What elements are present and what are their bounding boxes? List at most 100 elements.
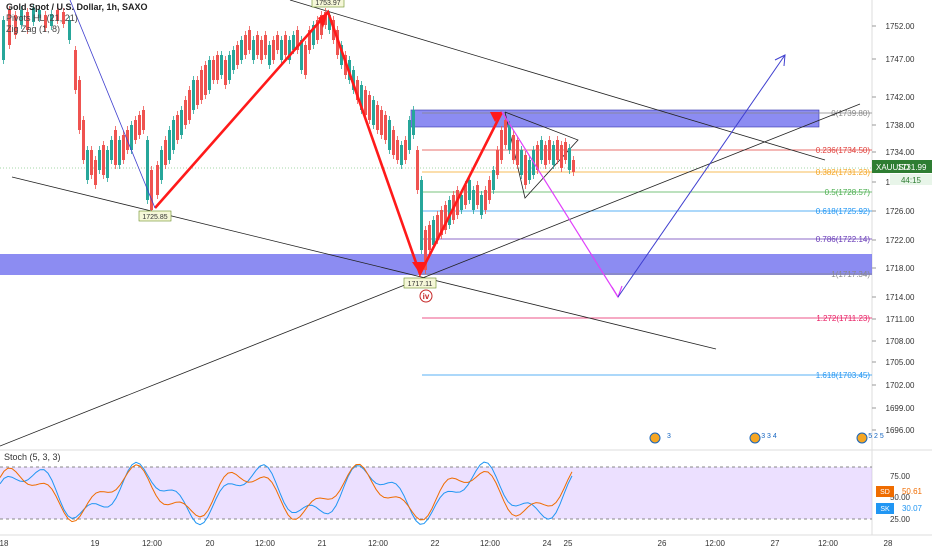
candle-body [284, 35, 287, 55]
stoch-label[interactable]: Stoch (5, 3, 3) [4, 452, 61, 462]
candle-body [368, 95, 371, 120]
candle-body [172, 120, 175, 150]
candle-body [86, 150, 89, 180]
time-label: 18 [0, 539, 9, 548]
candle-body [356, 80, 359, 100]
price-tick-label: 1705.00 [886, 358, 915, 367]
candle-body [292, 35, 295, 50]
candle-body [436, 215, 439, 240]
candle-body [216, 55, 219, 80]
stoch-d-value: 50.61 [902, 487, 923, 496]
candle-body [62, 12, 65, 24]
candle-body [272, 40, 275, 60]
candle-body [360, 85, 363, 110]
candle-body [268, 45, 271, 65]
candle-body [376, 105, 379, 130]
candle-body [212, 60, 215, 80]
stoch-band [0, 467, 872, 519]
candle-body [544, 145, 547, 165]
candle-body [316, 20, 319, 40]
candle-body [188, 90, 191, 120]
candle-body [304, 45, 307, 75]
event-count: 5 2 5 [868, 433, 884, 440]
candle-body [340, 45, 343, 65]
candle-body [488, 180, 491, 200]
time-label: 28 [884, 539, 893, 548]
candle-body [432, 220, 435, 245]
price-tick-label: 1742.00 [886, 93, 915, 102]
event-icon [749, 432, 761, 444]
time-label: 21 [318, 539, 327, 548]
candle-body [352, 70, 355, 90]
time-label: 26 [658, 539, 667, 548]
candle-body [232, 50, 235, 70]
candle-body [220, 55, 223, 75]
candle-body [204, 65, 207, 95]
candle-body [508, 125, 511, 150]
candle-body [308, 30, 311, 50]
candle-body [82, 120, 85, 160]
candle-body [20, 10, 23, 25]
current-price-badge [872, 160, 932, 173]
wave-marker: iv [423, 292, 430, 301]
time-label: 12:00 [255, 539, 276, 548]
candle-body [424, 230, 427, 270]
current-price: 1731.99 [898, 163, 927, 172]
candle-body [14, 15, 17, 35]
time-label: 12:00 [480, 539, 501, 548]
candle-body [540, 140, 543, 160]
candle-body [138, 115, 141, 135]
candle-body [176, 115, 179, 140]
candle-body [416, 150, 419, 190]
candle-body [384, 115, 387, 140]
price-tick-label: 1696.00 [886, 426, 915, 435]
time-label: 12:00 [142, 539, 163, 548]
high-price-label: 1753.97 [315, 0, 340, 7]
price-tick-label: 1708.00 [886, 337, 915, 346]
time-label: 12:00 [705, 539, 726, 548]
candle-body [224, 60, 227, 85]
indicator-zigzag[interactable]: Zig Zag (1, 8) [6, 24, 61, 34]
candle-body [380, 110, 383, 135]
candle-body [90, 150, 93, 175]
candle-body [312, 25, 315, 45]
candle-body [504, 120, 507, 145]
candle-body [280, 40, 283, 60]
candle-body [236, 45, 239, 65]
fib-label: 1(1717.34) [831, 270, 870, 279]
stoch-d-tag: SD [880, 489, 890, 496]
candle-body [94, 160, 97, 185]
indicator-pivots[interactable]: Pivots HL (21, 21) [6, 13, 78, 23]
candle-body [484, 190, 487, 210]
candle-body [134, 120, 137, 140]
event-count: 3 3 4 [761, 433, 777, 440]
zigzag-line [154, 9, 504, 278]
candle-body [196, 80, 199, 105]
price-tick-label: 1722.00 [886, 236, 915, 245]
upper-trendline [289, 0, 826, 161]
fib-label: 0.786(1722.14) [816, 235, 871, 244]
candle-body [38, 10, 41, 18]
candle-body [408, 120, 411, 150]
price-tick-label: 1718.00 [886, 264, 915, 273]
candle-body [248, 30, 251, 50]
candle-body [568, 148, 571, 170]
candle-body [464, 185, 467, 205]
candle-body [472, 190, 475, 210]
candle-body [444, 205, 447, 230]
projection-path [501, 111, 619, 298]
current-symbol: XAUUSD [876, 163, 910, 172]
candle-body [114, 130, 117, 165]
candle-body [420, 180, 423, 250]
countdown: 44:15 [901, 176, 922, 185]
price-tick-label: 1747.00 [886, 55, 915, 64]
candle-body [110, 140, 113, 160]
candle-body [142, 110, 145, 130]
candle-body [240, 40, 243, 60]
stoch-k-value: 30.07 [902, 504, 923, 513]
zigzag-arrow [490, 112, 502, 122]
candle-body [8, 10, 11, 45]
symbol-title[interactable]: Gold Spot / U.S. Dollar, 1h, SAXO [6, 2, 148, 12]
low-price-label: 1717.11 [408, 281, 433, 288]
